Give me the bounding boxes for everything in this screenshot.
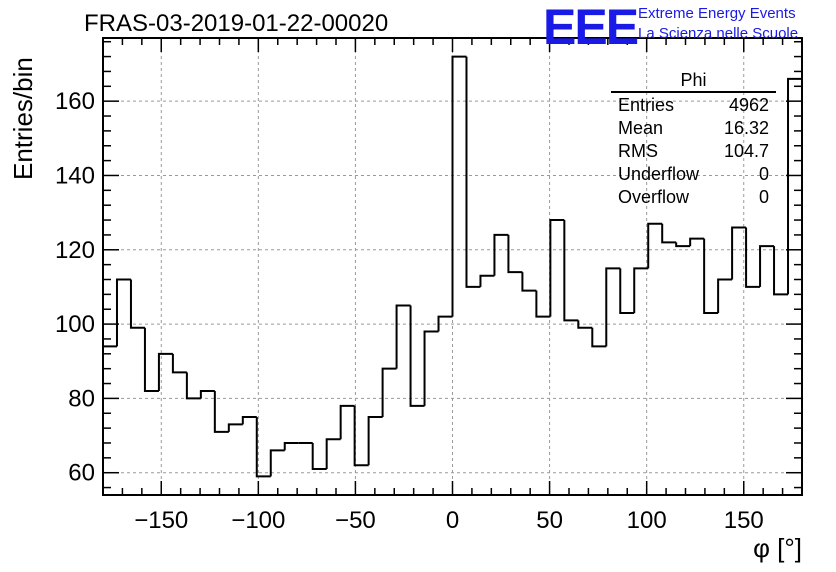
histogram-bin [745,227,761,288]
stats-label: Mean [618,118,664,138]
stats-row-overflow: Overflow 0 [611,186,776,209]
histogram-bin [199,389,215,399]
histogram-bin [717,278,733,313]
tick-labels: −150 −100 −50 0 50 100 150 60 80 100 120 140 160 [55,88,764,534]
histogram-bin [395,304,411,369]
histogram-bin [689,237,705,247]
stats-label: Entries [618,95,675,115]
histogram-bin [241,415,257,425]
histogram-bin [731,226,747,280]
histogram-bin [451,55,467,317]
histogram-bin [115,278,131,347]
histogram-bin [157,352,173,391]
histogram-bin [619,268,635,314]
stats-value: 16.32 [723,118,769,138]
histogram-bin [339,404,355,440]
histogram-bin [521,272,537,292]
histogram-bin [549,219,565,317]
stats-row-entries: Entries 4962 [611,94,776,117]
histogram-bin [367,415,383,466]
histogram-bin [759,245,775,287]
stats-row-rms: RMS 104.7 [611,140,776,163]
histogram-bin [633,267,649,313]
histogram-bin [227,423,243,432]
x-tick-label: 0 [446,507,459,534]
histogram-bin [647,222,663,269]
histogram-bin [773,246,789,296]
stats-label: RMS [618,141,658,161]
y-tick-label: 120 [55,237,95,264]
x-tick-label: 50 [536,507,563,534]
stats-title: Phi [611,70,776,93]
stats-value: 0 [758,187,769,207]
histogram-bin [213,390,229,433]
stats-value: 4962 [728,95,769,115]
stats-row-mean: Mean 16.32 [611,117,776,140]
histogram-bin [703,238,719,314]
stats-value: 0 [758,164,769,184]
histogram-bin [787,77,802,295]
y-tick-label: 80 [68,385,95,412]
logo-caption: Extreme Energy Events La Scienza nelle S… [638,4,798,44]
y-axis-label: Entries/bin [8,57,38,180]
stats-box: Phi Entries 4962 Mean 16.32 RMS 104.7 Un… [611,70,776,209]
histogram-bin [269,449,285,477]
logo-caption-line-2: La Scienza nelle Scuole [638,25,799,42]
stats-row-underflow: Underflow 0 [611,163,776,186]
histogram-bin [479,274,495,287]
stats-value: 104.7 [723,141,769,161]
histogram-bin [563,220,579,322]
logo-caption-line-1: Extreme Energy Events [638,5,796,22]
y-tick-label: 100 [55,311,95,338]
histogram-bin [493,233,509,276]
x-tick-label: −100 [231,507,285,534]
x-tick-label: −150 [134,507,188,534]
histogram-bin [661,223,677,244]
histogram-bin [129,279,145,329]
histogram-bin [185,372,201,400]
histogram-bin [353,405,369,467]
histogram-bin [577,320,593,329]
stats-label: Underflow [618,164,700,184]
histogram-bin [591,327,607,348]
y-tick-label: 60 [68,460,95,487]
histogram-bin [325,438,341,469]
y-tick-label: 160 [55,88,95,115]
histogram-bin [535,290,551,318]
histogram-bin [437,315,453,332]
histogram-bin [143,327,159,392]
histogram-series [103,55,802,478]
histogram-bin [675,242,691,248]
histogram-bin [423,330,439,406]
histogram-bin [381,367,397,417]
x-tick-label: −50 [335,507,376,534]
y-tick-label: 140 [55,162,95,189]
x-tick-label: 150 [724,507,764,534]
histogram-bin [605,267,621,347]
x-axis-label: φ [°] [753,533,802,563]
histogram-bin [465,56,481,288]
histogram-bin [311,442,327,470]
stats-label: Overflow [618,187,690,207]
histogram-bin [283,441,299,451]
axis-ticks [102,38,803,495]
histogram-bin [507,234,523,274]
x-tick-label: 100 [627,507,667,534]
histogram-bin [171,353,187,374]
eee-logo: EEE [543,0,639,55]
histogram-bin [255,416,271,478]
histogram-bin [409,305,425,407]
chart-title: FRAS-03-2019-01-22-00020 [84,10,389,37]
